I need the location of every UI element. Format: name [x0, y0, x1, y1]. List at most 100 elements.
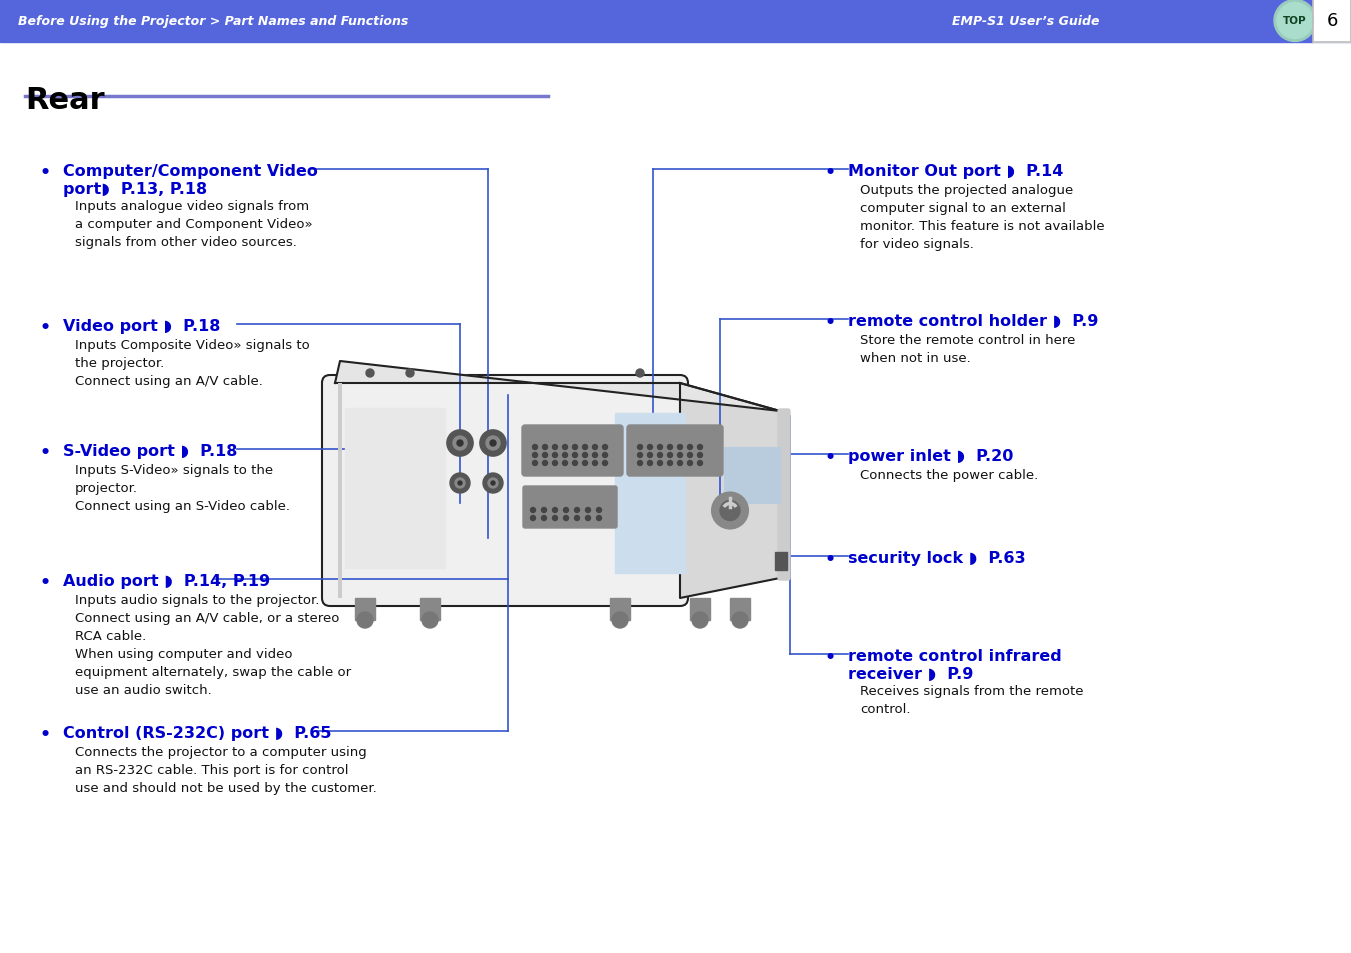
Text: Inputs S-Video» signals to the
projector.
Connect using an S-Video cable.: Inputs S-Video» signals to the projector…	[76, 463, 290, 513]
Circle shape	[573, 461, 577, 466]
Bar	[775, 553, 788, 571]
Circle shape	[688, 461, 693, 466]
Text: EMP-S1 User’s Guide: EMP-S1 User’s Guide	[952, 15, 1100, 28]
Circle shape	[658, 461, 662, 466]
Circle shape	[582, 461, 588, 466]
Text: remote control infrared: remote control infrared	[848, 648, 1062, 663]
Bar	[730, 598, 750, 620]
Circle shape	[658, 445, 662, 450]
Circle shape	[542, 508, 547, 513]
Text: •: •	[825, 648, 836, 666]
Text: Connects the projector to a computer using
an RS-232C cable. This port is for co: Connects the projector to a computer usi…	[76, 745, 377, 794]
Bar	[1313, 0, 1351, 43]
Circle shape	[597, 516, 601, 521]
Circle shape	[532, 453, 538, 458]
Circle shape	[543, 453, 547, 458]
Circle shape	[562, 461, 567, 466]
Text: Monitor Out port ◗  P.14: Monitor Out port ◗ P.14	[848, 164, 1063, 179]
Polygon shape	[680, 384, 780, 598]
Text: Connects the power cable.: Connects the power cable.	[861, 469, 1039, 481]
Circle shape	[532, 461, 538, 466]
Circle shape	[543, 445, 547, 450]
Text: Rear: Rear	[26, 86, 104, 115]
Circle shape	[490, 481, 494, 485]
Text: Inputs audio signals to the projector.
Connect using an A/V cable, or a stereo
R: Inputs audio signals to the projector. C…	[76, 594, 351, 697]
Text: security lock ◗  P.63: security lock ◗ P.63	[848, 551, 1025, 565]
Text: S-Video port ◗  P.18: S-Video port ◗ P.18	[63, 443, 238, 458]
Bar	[0, 0, 1351, 43]
Circle shape	[574, 516, 580, 521]
Circle shape	[574, 508, 580, 513]
Circle shape	[488, 478, 499, 489]
Circle shape	[597, 508, 601, 513]
Circle shape	[457, 440, 463, 447]
Circle shape	[553, 508, 558, 513]
Circle shape	[553, 516, 558, 521]
Text: Receives signals from the remote
control.: Receives signals from the remote control…	[861, 684, 1084, 716]
Circle shape	[697, 445, 703, 450]
Bar	[690, 598, 711, 620]
Circle shape	[593, 445, 597, 450]
Circle shape	[638, 445, 643, 450]
Circle shape	[407, 370, 413, 377]
Text: power inlet ◗  P.20: power inlet ◗ P.20	[848, 449, 1013, 463]
Circle shape	[450, 474, 470, 494]
Circle shape	[582, 453, 588, 458]
Text: 6: 6	[1327, 12, 1337, 30]
Text: Inputs Composite Video» signals to
the projector.
Connect using an A/V cable.: Inputs Composite Video» signals to the p…	[76, 338, 309, 388]
Circle shape	[573, 453, 577, 458]
Circle shape	[422, 613, 438, 628]
Circle shape	[357, 613, 373, 628]
Text: remote control holder ◗  P.9: remote control holder ◗ P.9	[848, 314, 1098, 329]
Circle shape	[542, 516, 547, 521]
Circle shape	[647, 445, 653, 450]
Text: •: •	[41, 725, 51, 743]
Circle shape	[480, 431, 507, 456]
Circle shape	[531, 516, 535, 521]
Text: •: •	[825, 164, 836, 182]
Circle shape	[486, 436, 500, 451]
Circle shape	[732, 613, 748, 628]
Circle shape	[562, 453, 567, 458]
Circle shape	[697, 461, 703, 466]
Bar	[338, 384, 342, 598]
Text: Before Using the Projector > Part Names and Functions: Before Using the Projector > Part Names …	[18, 15, 408, 28]
Circle shape	[697, 453, 703, 458]
Circle shape	[582, 445, 588, 450]
Circle shape	[532, 445, 538, 450]
Circle shape	[667, 445, 673, 450]
Circle shape	[647, 461, 653, 466]
Text: Store the remote control in here
when not in use.: Store the remote control in here when no…	[861, 334, 1075, 365]
Circle shape	[1274, 1, 1316, 43]
Circle shape	[677, 453, 682, 458]
Circle shape	[603, 461, 608, 466]
Circle shape	[553, 445, 558, 450]
Circle shape	[553, 461, 558, 466]
Text: •: •	[41, 318, 51, 336]
Circle shape	[458, 481, 462, 485]
Circle shape	[484, 474, 503, 494]
Circle shape	[585, 508, 590, 513]
Circle shape	[593, 461, 597, 466]
Circle shape	[667, 453, 673, 458]
Text: •: •	[825, 314, 836, 332]
Circle shape	[638, 461, 643, 466]
Circle shape	[636, 370, 644, 377]
Text: Audio port ◗  P.14, P.19: Audio port ◗ P.14, P.19	[63, 574, 270, 588]
Circle shape	[366, 370, 374, 377]
FancyBboxPatch shape	[523, 486, 617, 529]
Bar	[420, 598, 440, 620]
Text: •: •	[825, 449, 836, 467]
Text: Inputs analogue video signals from
a computer and Component Video»
signals from : Inputs analogue video signals from a com…	[76, 200, 312, 249]
Polygon shape	[335, 361, 780, 412]
Circle shape	[453, 436, 467, 451]
Text: Computer/Component Video: Computer/Component Video	[63, 164, 317, 179]
Circle shape	[688, 445, 693, 450]
Bar	[1313, 0, 1351, 43]
Circle shape	[455, 478, 465, 489]
Text: TOP: TOP	[1283, 16, 1306, 27]
Circle shape	[531, 508, 535, 513]
Circle shape	[603, 445, 608, 450]
Text: •: •	[41, 164, 51, 182]
Circle shape	[677, 461, 682, 466]
